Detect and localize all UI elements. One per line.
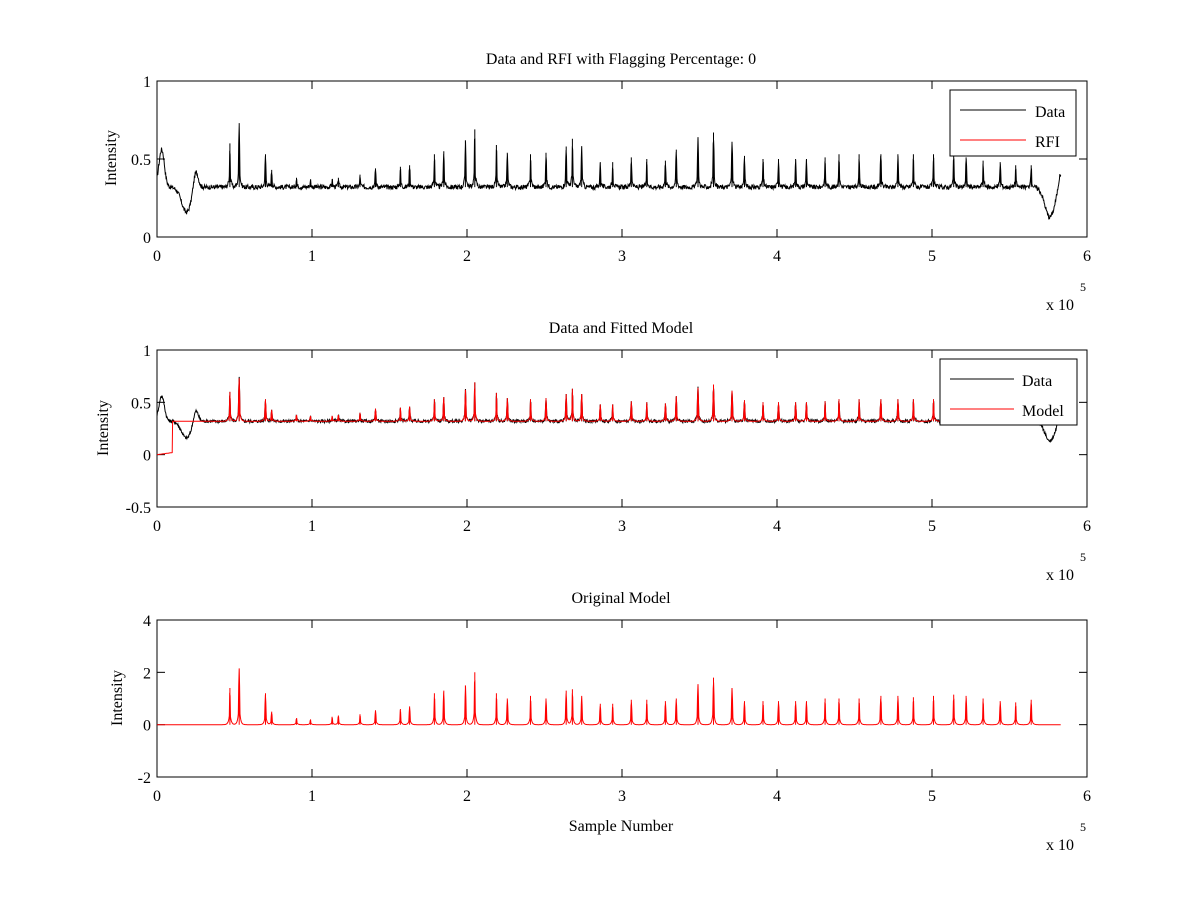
subplot-2-xexponent-power: 5 [1080, 550, 1086, 564]
subplot-1-legend-label-rfi: RFI [1035, 134, 1060, 151]
subplot-1-plot-area [156, 80, 1088, 238]
ytick-label: 1 [143, 74, 151, 91]
subplot-2-legend-label-model: Model [1022, 403, 1064, 420]
xtick-label: 6 [1083, 788, 1091, 805]
ytick-label: 0 [143, 718, 151, 735]
xtick-label: 0 [153, 518, 161, 535]
xtick-label: 6 [1083, 248, 1091, 265]
xtick-label: 1 [308, 788, 316, 805]
subplot-1-xexponent-label: x 10 [1046, 297, 1074, 314]
subplot-3-axes-frame [156, 619, 1088, 778]
subplot-2-legend: Data Model [939, 358, 1078, 426]
xtick-label: 4 [773, 518, 781, 535]
xtick-label: 6 [1083, 518, 1091, 535]
subplot-2-axes-frame [156, 349, 1088, 508]
xtick-label: 4 [773, 788, 781, 805]
series-line-data [156, 123, 1062, 221]
xtick-label: 3 [618, 248, 626, 265]
xtick-label: 5 [928, 248, 936, 265]
xtick-label: 1 [308, 248, 316, 265]
ytick-label: 0.5 [131, 395, 151, 412]
subplot-1-title: Data and RFI with Flagging Percentage: 0 [486, 51, 756, 68]
subplot-2: Data and Fitted Model Intensity 0 1 2 3 4 5 6 -… [95, 320, 1091, 584]
ytick-label: 1 [143, 343, 151, 360]
ytick-label: -2 [138, 770, 151, 787]
subplot-1-legend-label-data: Data [1035, 104, 1065, 121]
subplot-3-xexponent-label: x 10 [1046, 837, 1074, 854]
xtick-label: 2 [463, 248, 471, 265]
subplot-2-title: Data and Fitted Model [549, 320, 694, 337]
subplot-1-xexponent-power: 5 [1080, 280, 1086, 294]
subplot-3-ylabel: Intensity [109, 670, 126, 726]
subplot-1-legend: Data RFI [949, 89, 1077, 157]
xtick-label: 5 [928, 518, 936, 535]
subplot-3-plot-area [156, 619, 1088, 778]
xtick-label: 0 [153, 248, 161, 265]
xtick-label: 3 [618, 788, 626, 805]
ytick-label: 0 [143, 448, 151, 465]
subplot-1: Data and RFI with Flagging Percentage: 0… [103, 51, 1091, 314]
ytick-label: 2 [143, 665, 151, 682]
xtick-label: 2 [463, 518, 471, 535]
xtick-label: 0 [153, 788, 161, 805]
subplot-2-legend-label-data: Data [1022, 373, 1052, 390]
subplot-2-legend-box [939, 358, 1078, 426]
subplot-1-ylabel: Intensity [103, 130, 120, 186]
subplot-3-xlabel: Sample Number [569, 818, 674, 835]
ytick-label: -0.5 [126, 500, 151, 517]
subplot-3-title: Original Model [571, 590, 671, 607]
subplot-2-ylabel: Intensity [95, 400, 112, 456]
subplot-2-xexponent-label: x 10 [1046, 567, 1074, 584]
xtick-label: 5 [928, 788, 936, 805]
subplot-1-axes-frame [156, 80, 1088, 238]
xtick-label: 2 [463, 788, 471, 805]
ytick-label: 4 [143, 613, 151, 630]
series-line-original-model [157, 668, 1061, 726]
xtick-label: 3 [618, 518, 626, 535]
xtick-label: 4 [773, 248, 781, 265]
xtick-label: 1 [308, 518, 316, 535]
ytick-label: 0 [143, 230, 151, 247]
subplot-1-legend-box [949, 89, 1077, 157]
ytick-label: 0.5 [131, 152, 151, 169]
subplot-3-xexponent-power: 5 [1080, 820, 1086, 834]
subplot-2-ticks: 0 1 2 3 4 5 6-0.500.51 [126, 343, 1091, 535]
